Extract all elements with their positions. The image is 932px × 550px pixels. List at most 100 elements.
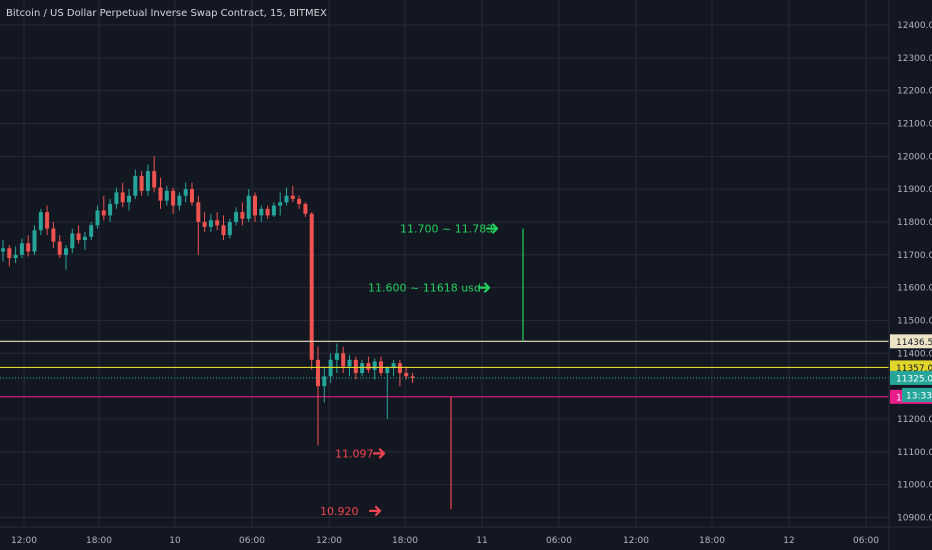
price-tag-label: 11436.5	[896, 338, 932, 348]
time-tick-label: 12:00	[316, 536, 342, 546]
candle-body	[284, 195, 289, 203]
candle-body	[410, 376, 415, 378]
time-tick-label: 06:00	[853, 536, 879, 546]
candle-body	[372, 361, 377, 370]
price-tick-label: 12000.0	[897, 152, 932, 162]
candle-body	[290, 195, 295, 199]
arrow-icon	[368, 505, 382, 516]
candle-body	[234, 212, 239, 222]
candle-body	[57, 241, 62, 255]
time-tick-label: 12:00	[623, 536, 649, 546]
price-tick-label: 11000.0	[897, 481, 932, 491]
candle-body	[82, 236, 87, 241]
time-tick-label: 12:00	[11, 536, 37, 546]
price-tick-label: 10900.0	[897, 513, 932, 523]
price-tag	[890, 334, 932, 349]
price-tick-label: 12300.0	[897, 54, 932, 64]
candle-body	[139, 176, 144, 191]
candle-body	[297, 198, 302, 204]
price-tick-label: 11400.0	[897, 349, 932, 359]
candle-body	[177, 195, 182, 206]
candle-body	[19, 243, 24, 255]
price-tag-label: 11357.0	[896, 364, 932, 374]
candle-body	[190, 189, 194, 203]
candle-body	[108, 203, 113, 216]
candle-body	[215, 220, 220, 226]
annotation-text: 10.920	[320, 505, 359, 518]
price-tick-label: 11800.0	[897, 218, 932, 228]
price-tick-label: 11500.0	[897, 316, 932, 326]
chart-title: Bitcoin / US Dollar Perpetual Inverse Sw…	[6, 8, 327, 19]
candle-body	[101, 210, 106, 216]
candle-body	[183, 189, 188, 196]
time-tick-label: 10	[169, 536, 181, 546]
candle-body	[95, 210, 100, 226]
price-tick-label: 11600.0	[897, 284, 932, 294]
candle-body	[227, 221, 232, 236]
candle-body	[13, 254, 18, 259]
candles	[1, 156, 415, 446]
candle-body	[158, 187, 163, 201]
candle-body	[316, 359, 320, 387]
price-tag-label: 11325.0	[896, 374, 932, 384]
time-tick-label: 18:00	[86, 536, 112, 546]
candle-body	[164, 190, 169, 201]
candle-body	[171, 190, 176, 206]
candle-body	[397, 363, 402, 373]
candle-body	[133, 176, 138, 196]
arrow-path	[485, 223, 499, 234]
candle-body	[259, 208, 264, 216]
candle-body	[32, 230, 37, 252]
time-tick-label: 18:00	[392, 536, 418, 546]
candle-body	[404, 372, 409, 377]
candle-body	[26, 243, 31, 252]
candle-body	[76, 233, 81, 241]
candle-body	[202, 221, 207, 227]
candle-body	[278, 202, 283, 206]
candle-body	[196, 202, 201, 222]
candle-body	[70, 233, 75, 249]
arrow-icon	[485, 223, 499, 234]
candle-body	[303, 203, 308, 214]
candle-body	[221, 225, 226, 236]
arrow-path	[368, 505, 382, 516]
arrow-icon	[372, 448, 386, 459]
candle-body	[45, 212, 50, 229]
price-tick-label: 11900.0	[897, 185, 932, 195]
countdown-label: 13:33	[906, 391, 932, 401]
candle-body	[89, 225, 94, 237]
time-axis[interactable]: 12:00 18:00 10 06:00 12:00 18:00 11 06:00 12:00 1…	[11, 536, 879, 546]
price-tick-label: 11100.0	[897, 448, 932, 458]
candle-body	[366, 363, 371, 370]
annotations: 11.700 ~ 11.783 11.600 ~ 11618 usd 11.097 1…	[320, 223, 499, 518]
candle-body	[7, 248, 12, 259]
price-tick-label: 12400.0	[897, 21, 932, 31]
candle-body	[114, 192, 119, 204]
candle-body	[271, 205, 276, 216]
arrow-path	[477, 282, 491, 293]
price-axis[interactable]: 12400.0 12300.0 12200.0 12100.0 12000.0 11900…	[897, 21, 932, 523]
candle-body	[347, 359, 352, 367]
price-tick-label: 11200.0	[897, 415, 932, 425]
candle-body	[152, 171, 157, 188]
candle-body	[391, 363, 396, 369]
candle-body	[120, 192, 125, 203]
candle-body	[265, 208, 270, 216]
candle-body	[246, 195, 251, 219]
arrow-icon	[477, 282, 491, 293]
candle-body	[385, 368, 390, 373]
annotation-text: 11.600 ~ 11618 usd	[368, 282, 481, 295]
time-tick-label: 06:00	[239, 536, 265, 546]
time-tick-label: 12	[783, 536, 794, 546]
candle-body	[51, 228, 56, 242]
annotation-text: 11.700 ~ 11.783	[400, 223, 493, 236]
candle-body	[353, 359, 358, 373]
arrow-path	[372, 448, 386, 459]
candle-body	[240, 212, 245, 219]
candle-body	[64, 248, 68, 255]
price-range-lines	[450, 228, 524, 510]
candle-body	[38, 212, 43, 231]
